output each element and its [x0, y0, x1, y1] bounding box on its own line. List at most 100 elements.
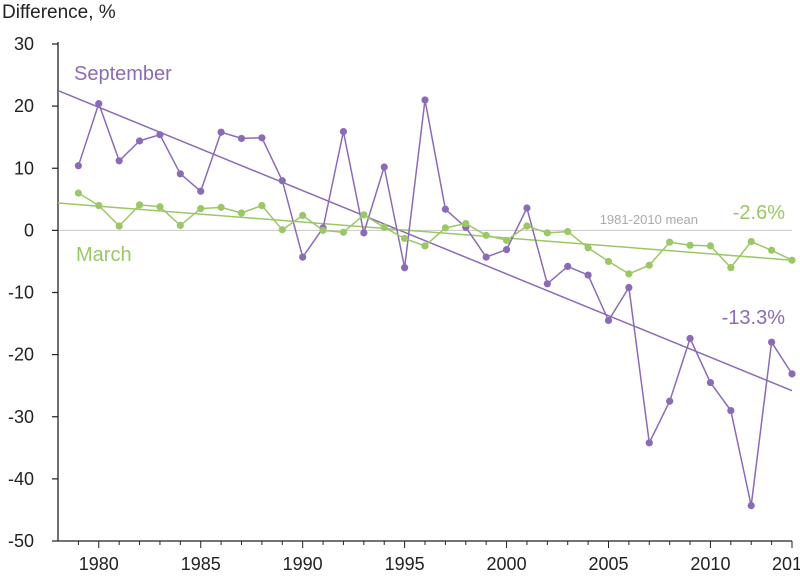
- september-series-line: [77, 99, 793, 507]
- march-data-point: [645, 261, 653, 269]
- september-data-point: [441, 205, 449, 213]
- march-data-point: [727, 264, 735, 272]
- y-tick-label: -40: [8, 469, 34, 489]
- september-data-point: [360, 229, 368, 237]
- september-data-point: [401, 264, 409, 272]
- march-series-line: [78, 192, 793, 275]
- march-data-point: [401, 234, 409, 243]
- y-axis-label: Difference, %: [2, 2, 116, 23]
- y-tick-label: -10: [8, 283, 34, 303]
- march-trend-label: -2.6%: [733, 202, 785, 224]
- march-data-point: [523, 222, 531, 230]
- march-data-point: [319, 226, 327, 234]
- september-data-point: [74, 162, 82, 170]
- march-data-point: [686, 241, 694, 249]
- march-data-point: [217, 203, 225, 211]
- september-data-point: [135, 137, 144, 145]
- september-data-point: [339, 127, 348, 136]
- september-data-point: [686, 334, 694, 343]
- september-data-point: [299, 253, 307, 261]
- september-data-point: [727, 406, 735, 415]
- september-data-point: [217, 128, 225, 136]
- september-data-point: [115, 157, 123, 165]
- y-tick-label: 30: [14, 34, 34, 54]
- trend-lines: [57, 89, 793, 392]
- march-data-point: [747, 237, 755, 246]
- march-data-point: [278, 226, 286, 234]
- march-data-point: [706, 242, 715, 250]
- march-series-label: March: [76, 244, 132, 266]
- y-tick-label: 20: [14, 96, 34, 116]
- march-data-point: [156, 203, 164, 211]
- march-data-point: [74, 189, 82, 197]
- march-data-point: [421, 242, 429, 250]
- september-data-point: [666, 397, 674, 405]
- annotations: September March -2.6% -13.3% 1981-2010 mean: [74, 63, 785, 329]
- september-data-point: [523, 204, 531, 212]
- y-tick-label: -20: [8, 345, 34, 365]
- september-data-point: [176, 170, 184, 178]
- september-data-point: [482, 253, 490, 261]
- march-data-point: [604, 257, 613, 266]
- x-tick-label: 2014: [772, 554, 800, 574]
- september-data-point: [278, 177, 286, 185]
- y-tick-label: 0: [24, 220, 34, 240]
- september-data-point: [625, 283, 633, 292]
- september-data-point: [584, 271, 592, 279]
- september-data-point: [380, 163, 388, 171]
- x-tick-label: 2000: [487, 554, 527, 574]
- march-data-point: [482, 231, 490, 239]
- september-data-point: [421, 96, 429, 104]
- march-data-point: [788, 256, 796, 264]
- september-data-point: [747, 501, 755, 510]
- march-data-point: [543, 229, 551, 237]
- march-data-point: [625, 270, 633, 278]
- march-data-point: [237, 209, 246, 217]
- september-data-point: [95, 100, 103, 108]
- september-trend-label: -13.3%: [722, 307, 786, 329]
- september-data-point: [706, 378, 715, 387]
- mean-reference-label: 1981-2010 mean: [600, 212, 698, 227]
- september-data-point: [788, 370, 796, 378]
- x-tick-label: 2005: [588, 554, 628, 574]
- march-data-point: [197, 205, 205, 213]
- september-data-point: [502, 246, 511, 254]
- march-data-point: [135, 201, 144, 209]
- september-data-point: [543, 280, 551, 288]
- september-data-point: [156, 131, 164, 139]
- x-tick-label: 1980: [79, 554, 119, 574]
- september-data-point: [645, 439, 653, 447]
- y-tick-label: -30: [8, 407, 34, 427]
- x-tick-label: 2010: [690, 554, 730, 574]
- march-data-point: [666, 238, 674, 246]
- x-tick-label: 1990: [283, 554, 323, 574]
- march-data-point: [95, 201, 103, 210]
- march-data-point: [462, 219, 470, 228]
- y-tick-label: 10: [14, 158, 34, 178]
- march-data-point: [502, 236, 511, 244]
- march-data-point: [299, 211, 307, 220]
- march-data-point: [584, 244, 592, 252]
- september-data-point: [197, 187, 205, 195]
- march-data-point: [339, 228, 348, 236]
- x-tick-label: 1995: [385, 554, 425, 574]
- september-data-point: [258, 134, 266, 142]
- x-tick-label: 1985: [181, 554, 221, 574]
- september-data-point: [564, 262, 572, 271]
- march-data-point: [564, 228, 572, 236]
- march-data-point: [441, 224, 449, 232]
- march-data-point: [380, 223, 388, 231]
- data-series: [74, 96, 796, 510]
- september-data-point: [768, 338, 776, 346]
- september-data-point: [237, 134, 246, 143]
- march-trend-line: [57, 202, 793, 261]
- september-trend-line: [57, 89, 793, 392]
- september-data-point: [604, 316, 613, 325]
- march-data-point: [768, 246, 776, 254]
- march-data-point: [258, 201, 266, 210]
- march-data-point: [176, 221, 184, 230]
- september-series-label: September: [74, 63, 172, 85]
- march-data-point: [360, 211, 368, 219]
